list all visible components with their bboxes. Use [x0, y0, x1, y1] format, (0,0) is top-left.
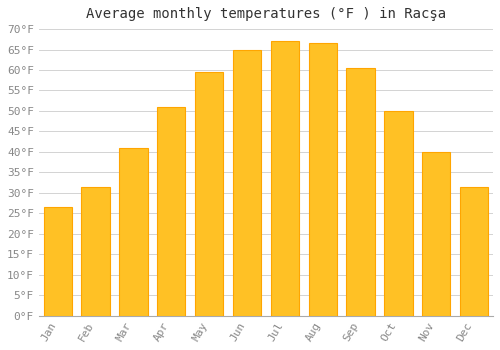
Bar — [346, 68, 375, 316]
Bar — [119, 148, 148, 316]
Bar — [308, 43, 337, 316]
Bar — [270, 41, 299, 316]
Bar — [460, 187, 488, 316]
Bar — [233, 50, 261, 316]
Bar — [157, 107, 186, 316]
Title: Average monthly temperatures (°F ) in Racşa: Average monthly temperatures (°F ) in Ra… — [86, 7, 446, 21]
Bar — [44, 207, 72, 316]
Bar — [82, 187, 110, 316]
Bar — [195, 72, 224, 316]
Bar — [422, 152, 450, 316]
Bar — [384, 111, 412, 316]
